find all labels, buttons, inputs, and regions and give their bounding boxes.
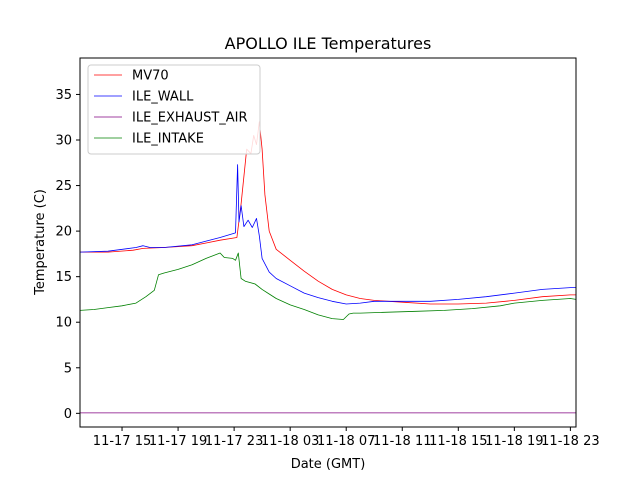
y-tick-label: 0 <box>64 407 72 422</box>
x-tick-label: 11-18 23 <box>541 434 599 449</box>
legend-label: ILE_WALL <box>132 90 194 105</box>
y-axis-label: Temperature (C) <box>33 189 48 296</box>
y-tick-label: 30 <box>55 134 72 149</box>
legend-label: MV70 <box>132 69 169 84</box>
chart-title: APOLLO ILE Temperatures <box>225 34 432 53</box>
y-tick-label: 10 <box>55 316 72 331</box>
x-tick-label: 11-18 15 <box>429 434 487 449</box>
x-tick-label: 11-18 19 <box>485 434 543 449</box>
x-tick-label: 11-18 07 <box>317 434 375 449</box>
y-tick-label: 25 <box>55 179 72 194</box>
series-line-ile-wall <box>79 164 576 305</box>
x-tick-label: 11-18 03 <box>261 434 319 449</box>
legend: MV70 ILE_WALL ILE_EXHAUST_AIR ILE_INTAKE <box>87 64 261 155</box>
x-axis-label: Date (GMT) <box>291 457 366 472</box>
legend-box <box>87 64 261 155</box>
x-tick-label: 11-17 15 <box>93 434 151 449</box>
y-tick-label: 5 <box>64 361 72 376</box>
y-axis-ticks: 0 5 10 15 20 25 30 35 <box>55 88 80 422</box>
y-tick-label: 15 <box>55 270 72 285</box>
x-tick-label: 11-17 23 <box>205 434 263 449</box>
y-tick-label: 35 <box>55 88 72 103</box>
plot-frame <box>79 57 577 428</box>
series-line-mv70 <box>80 121 576 305</box>
x-tick-label: 11-18 11 <box>373 434 431 449</box>
x-tick-label: 11-17 19 <box>149 434 207 449</box>
y-tick-label: 20 <box>55 225 72 240</box>
series-line-ile-intake <box>79 252 577 320</box>
legend-label: ILE_EXHAUST_AIR <box>132 111 248 126</box>
series-layer <box>79 121 577 414</box>
legend-label: ILE_INTAKE <box>132 132 204 147</box>
